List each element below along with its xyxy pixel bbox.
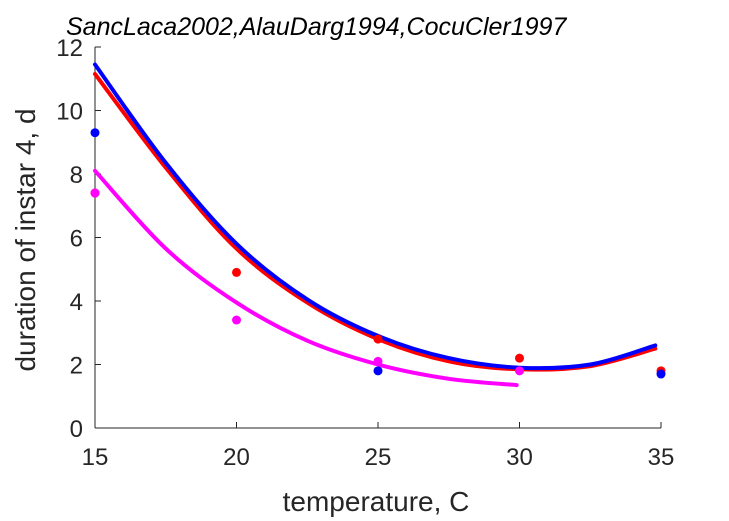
x-tick-label: 20 (223, 444, 250, 471)
x-tick-label: 30 (506, 444, 533, 471)
data-point (373, 366, 383, 376)
y-tick-label: 0 (70, 416, 83, 443)
data-point (515, 353, 524, 363)
series-curve (93, 72, 658, 372)
data-point (373, 356, 383, 366)
x-tick-label: 25 (365, 444, 392, 471)
y-tick-label: 2 (70, 353, 83, 380)
data-point (232, 267, 241, 277)
data-point (515, 366, 524, 376)
data-point (90, 188, 100, 198)
y-axis-label: duration of instar 4, d (10, 108, 41, 371)
y-tick-label: 4 (70, 289, 83, 316)
series-curve (93, 168, 519, 388)
x-axis-label: temperature, C (283, 486, 470, 517)
data-point (232, 315, 241, 325)
plot-area: 15 20 25 30 35 0 2 4 6 8 10 12 (56, 35, 674, 471)
data-point (373, 334, 383, 344)
y-tick-label: 10 (56, 99, 83, 126)
series-curve (93, 62, 658, 371)
x-tick-label: 15 (82, 444, 109, 471)
x-tick-label: 35 (648, 444, 675, 471)
data-point (90, 128, 100, 138)
y-tick-label: 12 (56, 35, 83, 62)
y-tick-label: 8 (70, 162, 83, 189)
data-point (656, 369, 666, 379)
chart-title: SancLaca2002,AlauDarg1994,CocuCler1997 (66, 13, 567, 41)
y-tick-label: 6 (70, 226, 83, 253)
